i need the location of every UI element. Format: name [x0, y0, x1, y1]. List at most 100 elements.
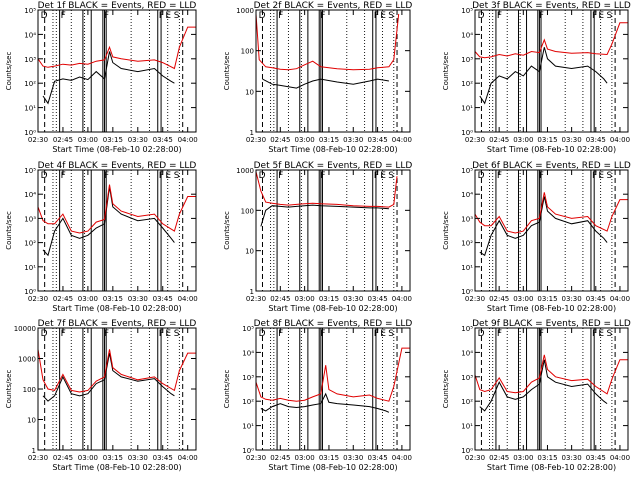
marker-letter: E	[598, 329, 604, 339]
x-axis-label: Start Time (08-Feb-10 02:28:00)	[487, 145, 616, 154]
series-line-events	[260, 392, 390, 413]
x-tick-label: 03:15	[319, 295, 339, 303]
x-tick-label: 03:15	[537, 136, 557, 144]
marker-letter: F	[159, 11, 164, 21]
y-tick-label: 10³	[24, 215, 36, 223]
y-tick-label: 10²	[24, 240, 36, 248]
x-tick-label: 03:45	[367, 295, 387, 303]
x-tick-label: 02:30	[246, 295, 266, 303]
series-line-events	[262, 78, 389, 89]
x-tick-label: 04:00	[392, 454, 412, 462]
marker-letter: F	[374, 329, 379, 339]
x-tick-label: 03:00	[295, 136, 315, 144]
x-tick-label: 03:15	[103, 136, 123, 144]
y-tick-label: 10²	[242, 398, 254, 406]
x-tick-label: 04:00	[178, 295, 198, 303]
x-tick-label: 03:30	[128, 454, 148, 462]
marker-letter: D	[41, 171, 48, 181]
marker-letter: S	[174, 11, 180, 21]
x-tick-label: 03:30	[562, 136, 582, 144]
y-tick-label: 10⁰	[24, 288, 36, 296]
marker-letter: D	[259, 329, 266, 339]
panel-title: Det 3f BLACK = Events, RED = LLD	[472, 1, 631, 11]
marker-letter: F	[320, 11, 325, 21]
panel-det-1: Det 1f BLACK = Events, RED = LLD Counts/s…	[5, 1, 198, 154]
y-tick-label: 10⁴	[242, 349, 254, 357]
x-tick-label: 03:45	[586, 295, 606, 303]
series-line-lld	[37, 184, 196, 234]
x-tick-label: 04:00	[392, 136, 412, 144]
y-tick-label: 10⁴	[461, 191, 473, 199]
series-line-events	[479, 196, 608, 257]
marker-letter: S	[174, 171, 180, 181]
panel-det-2: Det 2f BLACK = Events, RED = LLD Counts/s…	[223, 1, 412, 154]
x-tick-label: 03:00	[513, 295, 533, 303]
x-tick-label: 02:30	[28, 295, 48, 303]
y-tick-label: 10⁵	[461, 167, 473, 175]
x-tick-label: 03:15	[319, 454, 339, 462]
marker-letter: F	[104, 11, 109, 21]
x-tick-label: 03:15	[537, 295, 557, 303]
y-tick-label: 10⁵	[24, 7, 36, 15]
x-tick-label: 03:45	[153, 136, 173, 144]
x-tick-label: 03:00	[78, 454, 98, 462]
marker-letter: S	[388, 171, 394, 181]
x-tick-label: 02:30	[246, 454, 266, 462]
series-line-events	[479, 359, 608, 412]
marker-letter: S	[606, 11, 612, 21]
x-axis-label: Start Time (08-Feb-10 02:28:00)	[268, 304, 397, 313]
y-tick-label: 10³	[461, 374, 473, 382]
series-line-events	[42, 186, 175, 257]
y-tick-label: 10¹	[461, 264, 473, 272]
marker-letter: F	[278, 329, 283, 339]
panel-title: Det 7f BLACK = Events, RED = LLD	[38, 319, 197, 329]
marker-letter: E	[165, 171, 171, 181]
x-axis-label: Start Time (08-Feb-10 02:28:00)	[487, 463, 616, 472]
x-tick-label: 02:45	[270, 136, 290, 144]
marker-letter: D	[478, 11, 485, 21]
x-tick-label: 04:00	[610, 136, 630, 144]
marker-letter: F	[497, 329, 502, 339]
marker-letter: F	[497, 11, 502, 21]
y-tick-label: 10³	[24, 56, 36, 64]
y-tick-label: 10¹	[24, 264, 36, 272]
series-line-lld	[474, 354, 628, 395]
marker-letter: F	[320, 329, 325, 339]
x-tick-label: 02:45	[53, 136, 73, 144]
x-tick-label: 03:00	[78, 136, 98, 144]
series-line-events	[479, 47, 608, 105]
marker-letter: D	[41, 11, 48, 21]
plot-frame	[474, 327, 629, 451]
series-line-events	[260, 204, 389, 227]
y-tick-label: 10⁵	[461, 7, 473, 15]
x-tick-label: 03:00	[295, 454, 315, 462]
panel-det-8: Det 8f BLACK = Events, RED = LLD Counts/s…	[223, 319, 412, 472]
marker-letter: E	[165, 11, 171, 21]
y-tick-label: 10¹	[461, 423, 473, 431]
series-line-lld	[37, 349, 196, 393]
y-tick-label: 10²	[461, 398, 473, 406]
panel-title: Det 8f BLACK = Events, RED = LLD	[254, 319, 413, 329]
marker-letter: F	[104, 171, 109, 181]
y-tick-label: 10	[245, 248, 254, 256]
marker-letter: E	[380, 11, 386, 21]
y-tick-label: 10⁰	[461, 447, 473, 455]
x-tick-label: 04:00	[392, 295, 412, 303]
y-tick-label: 10⁴	[461, 349, 473, 357]
x-tick-label: 02:30	[28, 136, 48, 144]
series-line-lld	[474, 22, 628, 59]
x-tick-label: 03:30	[343, 295, 363, 303]
y-tick-label: 10	[245, 88, 254, 96]
marker-letter: F	[104, 329, 109, 339]
marker-letter: F	[61, 11, 66, 21]
marker-letter: F	[592, 11, 597, 21]
y-tick-label: 10000	[14, 325, 36, 333]
y-tick-label: 10³	[461, 215, 473, 223]
marker-letter: F	[278, 171, 283, 181]
panel-det-7: Det 7f BLACK = Events, RED = LLD Counts/s…	[5, 319, 198, 472]
y-tick-label: 10¹	[461, 105, 473, 113]
plot-frame	[37, 169, 197, 292]
y-tick-label: 10	[27, 417, 36, 425]
y-tick-label: 10²	[461, 240, 473, 248]
